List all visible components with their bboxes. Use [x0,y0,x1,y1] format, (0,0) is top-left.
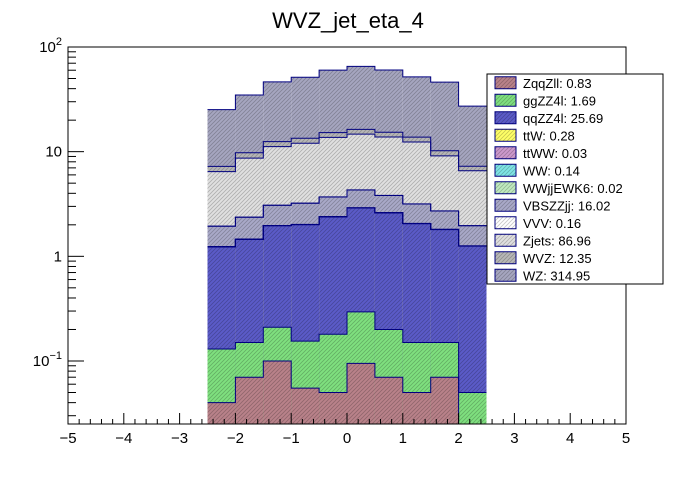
x-tick-label: −1 [283,430,300,447]
y-tick-label: 1 [54,248,62,265]
legend-label: qqZZ4l: 25.69 [523,111,603,126]
legend-swatch-hatch [495,146,516,159]
bar-hatch [402,392,431,424]
chart-title: WVZ_jet_eta_4 [272,8,424,33]
x-tick-label: −2 [227,430,244,447]
legend-item: WZ: 314.95 [494,268,590,283]
legend-swatch-hatch [495,216,516,229]
legend-label: VVV: 0.16 [523,216,581,231]
series-outline [207,189,487,227]
bar-hatch [263,360,292,424]
legend-label: ttWW: 0.03 [523,146,587,161]
legend-item: WWjjEWK6: 0.02 [494,181,623,196]
x-tick-label: −4 [115,430,132,447]
legend-swatch-hatch [495,164,516,177]
series-outline [207,207,487,248]
legend-swatch-hatch [495,269,516,282]
x-tick-label: 0 [343,430,351,447]
y-tick-label: 10 [45,144,62,161]
axes-layer: −5 −4 −3 −2 −1 0 1 2 3 4 5 10−1 1 10 102 [33,36,630,447]
legend-item: ZqqZll: 0.83 [494,76,592,91]
x-tick-label: 1 [399,430,407,447]
legend-label: ZqqZll: 0.83 [523,76,592,91]
legend-label: WWjjEWK6: 0.02 [523,181,623,196]
legend: ZqqZll: 0.83 ggZZ4l: 1.69 qqZZ4l: 25.69 ttW… [486,73,664,285]
legend-swatch-hatch [495,94,516,107]
legend-label: ggZZ4l: 1.69 [523,93,596,108]
legend-item: WVZ: 12.35 [494,251,592,266]
bar-hatch [347,363,375,424]
bars-layer [207,66,487,425]
legend-label: ttW: 0.28 [523,128,575,143]
legend-item: ttWW: 0.03 [494,146,587,161]
x-tick-label: 5 [622,430,630,447]
x-tick-label: 4 [566,430,574,447]
x-tick-label: 3 [510,430,518,447]
legend-item: VBSZZjj: 16.02 [494,198,610,213]
legend-item: VVV: 0.16 [494,216,581,231]
outline-layer [207,65,487,425]
legend-label: WW: 0.14 [523,163,580,178]
legend-swatch-hatch [495,111,516,124]
bar-hatch [207,402,236,424]
legend-label: Zjets: 86.96 [523,233,591,248]
x-tick-label: −3 [171,430,188,447]
bar-hatch [430,377,459,424]
bar-hatch [458,392,487,424]
bar-hatch [319,392,347,424]
series-outline [207,360,487,425]
legend-label: VBSZZjj: 16.02 [523,198,610,213]
x-tick-label: 2 [454,430,462,447]
legend-item: ttW: 0.28 [494,128,575,143]
series-outline [207,311,487,393]
legend-swatch-hatch [495,76,516,89]
x-tick-label: −5 [59,430,76,447]
series-outline [207,65,487,111]
series-outline [207,133,487,173]
legend-swatch-hatch [495,181,516,194]
legend-box [486,73,664,285]
legend-swatch-hatch [495,234,516,247]
y-tick-label: 10−1 [33,350,62,370]
bar-hatch [291,388,320,424]
legend-item: qqZZ4l: 25.69 [494,111,603,126]
series-outline [207,128,487,167]
legend-item: WW: 0.14 [494,163,580,178]
bar-hatch [235,377,264,424]
legend-label: WVZ: 12.35 [523,251,592,266]
bar-hatch [374,377,403,424]
legend-swatch-hatch [495,199,516,212]
legend-swatch-hatch [495,251,516,264]
legend-item: Zjets: 86.96 [494,233,591,248]
y-tick-label: 102 [39,36,62,56]
legend-label: WZ: 314.95 [523,268,590,283]
legend-swatch-hatch [495,129,516,142]
legend-item: ggZZ4l: 1.69 [494,93,596,108]
